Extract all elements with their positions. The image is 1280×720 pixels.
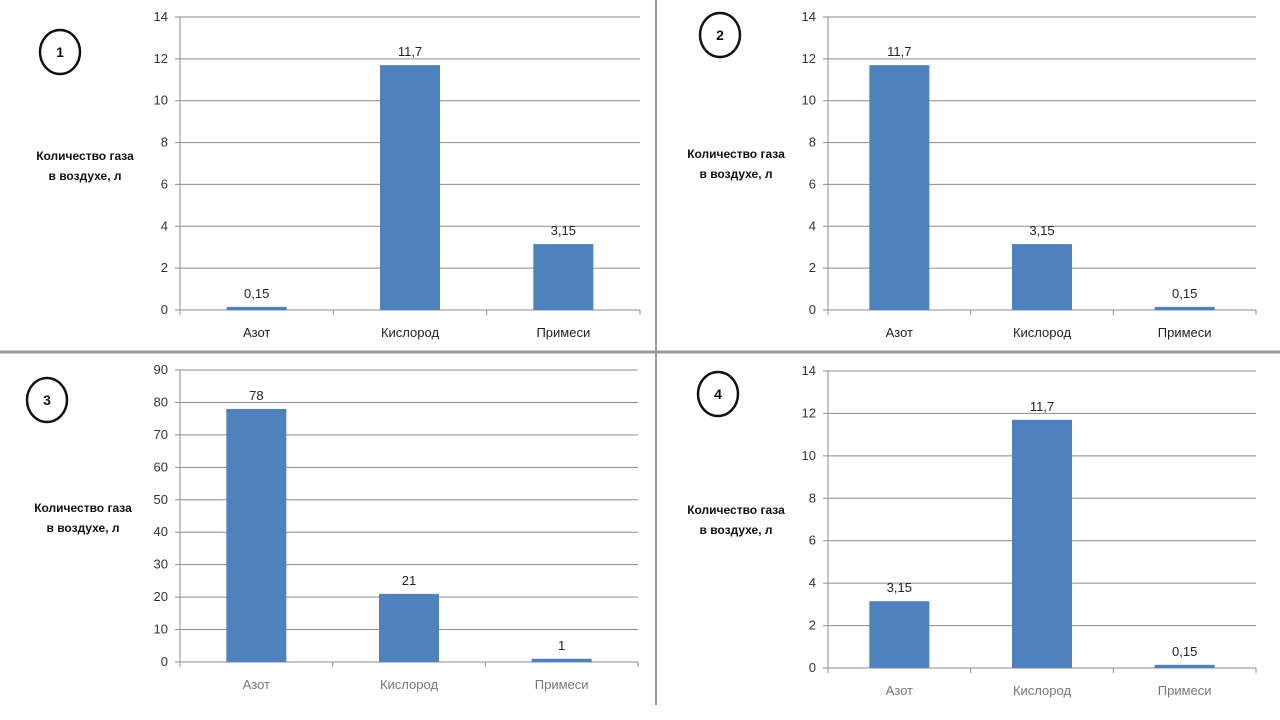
y-tick-label: 10 — [802, 448, 816, 463]
y-axis-title-line1: Количество газа — [36, 149, 134, 163]
bar-3 — [531, 658, 592, 662]
panel-number: 4 — [714, 386, 722, 402]
x-category-label: Кислород — [1013, 683, 1071, 698]
bar-2 — [379, 593, 439, 662]
y-axis-title-line1: Количество газа — [34, 501, 132, 515]
x-category-label: Кислород — [1013, 325, 1071, 340]
y-axis-title-line2: в воздухе, л — [47, 521, 120, 535]
bar-1 — [226, 306, 287, 310]
y-tick-label: 20 — [154, 589, 168, 604]
bar-1 — [226, 408, 287, 662]
panel-number: 1 — [56, 44, 64, 60]
y-tick-label: 6 — [161, 176, 168, 191]
x-category-label: Примеси — [1158, 325, 1212, 340]
y-tick-label: 8 — [809, 135, 816, 150]
y-tick-label: 60 — [154, 459, 168, 474]
x-category-label: Примеси — [536, 325, 590, 340]
data-label: 0,15 — [1172, 644, 1197, 659]
panel-number-circle — [696, 370, 740, 418]
data-label: 11,7 — [398, 44, 422, 59]
bar-2 — [1012, 244, 1072, 310]
x-category-label: Азот — [243, 325, 270, 340]
y-axis-title-line2: в воздухе, л — [49, 169, 122, 183]
bar-3 — [1154, 664, 1215, 668]
x-category-label: Азот — [886, 325, 913, 340]
panel-number-circle — [38, 28, 82, 76]
y-tick-label: 14 — [802, 9, 816, 24]
data-label: 3,15 — [551, 223, 576, 238]
bar-1 — [869, 601, 930, 668]
y-tick-label: 12 — [802, 51, 816, 66]
bar-1 — [869, 65, 930, 310]
y-tick-label: 0 — [161, 302, 168, 317]
data-label: 11,7 — [1030, 399, 1054, 414]
data-label: 3,15 — [1029, 223, 1054, 238]
x-category-label: Примеси — [535, 677, 589, 692]
y-tick-label: 0 — [161, 654, 168, 669]
y-tick-label: 40 — [154, 524, 168, 539]
y-tick-label: 12 — [802, 405, 816, 420]
y-axis-title-line2: в воздухе, л — [700, 523, 773, 537]
data-label: 21 — [402, 573, 416, 588]
bar-2 — [380, 65, 440, 310]
panel-number-circle — [25, 376, 69, 424]
data-label: 11,7 — [887, 44, 911, 59]
x-category-label: Азот — [243, 677, 270, 692]
y-tick-label: 2 — [161, 260, 168, 275]
bar-3 — [533, 244, 594, 310]
y-tick-label: 6 — [809, 176, 816, 191]
y-tick-label: 2 — [809, 618, 816, 633]
y-tick-label: 80 — [154, 394, 168, 409]
y-tick-label: 4 — [809, 575, 816, 590]
x-category-label: Азот — [886, 683, 913, 698]
y-tick-label: 8 — [161, 135, 168, 150]
data-label: 1 — [558, 638, 565, 653]
y-tick-label: 14 — [154, 9, 168, 24]
y-tick-label: 0 — [809, 302, 816, 317]
y-tick-label: 70 — [154, 427, 168, 442]
y-tick-label: 30 — [154, 557, 168, 572]
y-axis-title-line1: Количество газа — [687, 503, 785, 517]
y-tick-label: 10 — [154, 93, 168, 108]
y-tick-label: 90 — [154, 362, 168, 377]
y-tick-label: 6 — [809, 533, 816, 548]
data-label: 0,15 — [244, 286, 269, 301]
y-axis-title-line1: Количество газа — [687, 147, 785, 161]
panel-number-circle — [698, 11, 742, 59]
y-tick-label: 50 — [154, 492, 168, 507]
data-label: 3,15 — [887, 580, 912, 595]
y-tick-label: 10 — [154, 622, 168, 637]
y-tick-label: 4 — [809, 218, 816, 233]
x-category-label: Кислород — [380, 677, 438, 692]
y-tick-label: 8 — [809, 490, 816, 505]
data-label: 0,15 — [1172, 286, 1197, 301]
y-tick-label: 12 — [154, 51, 168, 66]
panel-number: 2 — [716, 27, 724, 43]
data-label: 78 — [249, 388, 263, 403]
y-tick-label: 2 — [809, 260, 816, 275]
bar-3 — [1154, 306, 1215, 310]
panel-number: 3 — [43, 392, 51, 408]
bar-2 — [1012, 419, 1072, 668]
y-tick-label: 10 — [802, 93, 816, 108]
x-category-label: Примеси — [1158, 683, 1212, 698]
y-axis-title-line2: в воздухе, л — [700, 167, 773, 181]
y-tick-label: 0 — [809, 660, 816, 675]
y-tick-label: 4 — [161, 218, 168, 233]
x-category-label: Кислород — [381, 325, 439, 340]
y-tick-label: 14 — [802, 363, 816, 378]
